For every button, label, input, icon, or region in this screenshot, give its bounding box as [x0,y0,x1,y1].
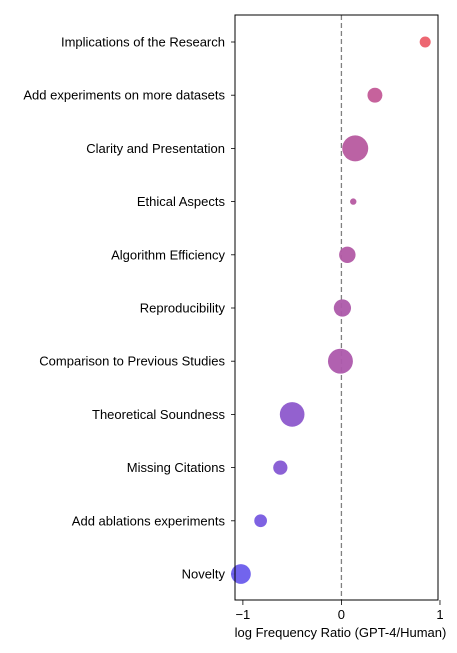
data-point [350,198,357,205]
data-point [333,299,352,317]
x-axis: −1 0 1 [235,600,444,622]
category-label: Missing Citations [127,460,226,475]
data-point [367,87,383,103]
data-point [254,514,267,528]
data-point [419,36,431,48]
data-point [273,460,288,475]
category-label: Comparison to Previous Studies [39,354,225,369]
x-tick-label: 0 [338,607,345,622]
data-point [231,564,251,584]
category-label: Theoretical Soundness [92,407,225,422]
data-point [279,402,305,427]
category-labels: Implications of the Research Add experime… [23,35,235,582]
category-label: Novelty [182,567,226,582]
data-point [339,246,356,264]
data-point [342,135,369,162]
category-label: Ethical Aspects [137,194,226,209]
data-point [327,348,353,374]
category-label: Add experiments on more datasets [23,88,225,103]
category-label: Clarity and Presentation [86,141,225,156]
plot-area [231,14,439,601]
category-label: Reproducibility [140,301,226,316]
category-label: Implications of the Research [61,35,225,50]
plot-frame [234,14,439,601]
x-tick-label: 1 [436,607,443,622]
data-points [231,36,431,584]
category-label: Add ablations experiments [72,513,226,528]
x-axis-label: log Frequency Ratio (GPT-4/Human) [235,625,447,640]
x-tick-label: −1 [235,607,250,622]
category-label: Algorithm Efficiency [111,247,225,262]
